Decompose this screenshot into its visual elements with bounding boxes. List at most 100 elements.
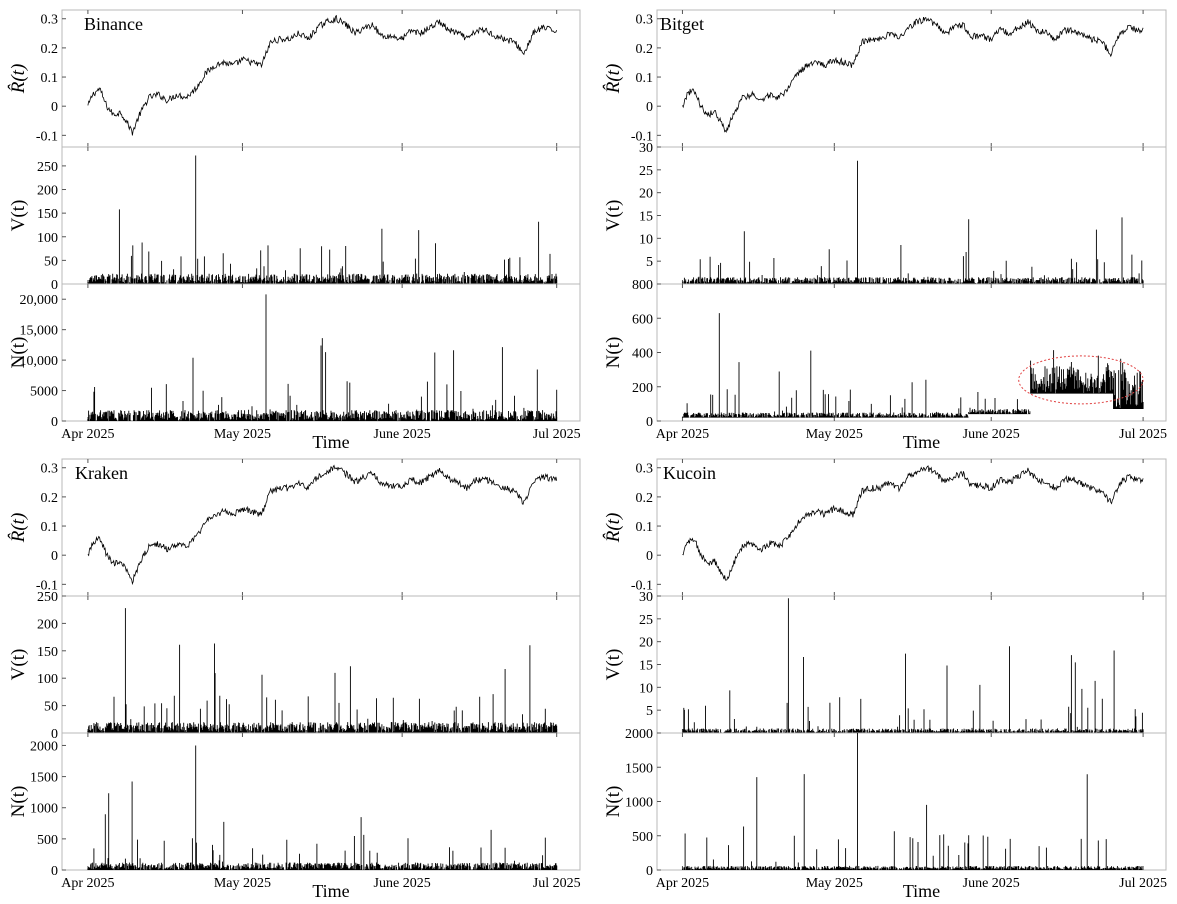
exchange-title: Kucoin xyxy=(663,463,716,483)
y-tick-label: 100 xyxy=(37,231,58,246)
y-tick-label: 1500 xyxy=(625,761,653,776)
panel-frame xyxy=(61,146,581,285)
volume-series-spikes xyxy=(87,608,558,733)
y-tick-label: 0.3 xyxy=(41,462,59,477)
y-tick-label: 10 xyxy=(639,232,653,247)
y-tick-label: 0.3 xyxy=(41,13,59,28)
y-tick-label: 0.2 xyxy=(41,491,59,506)
y-tick-label: 25 xyxy=(639,613,653,628)
chart-binance: -0.1 0 0.1 0.2 0.3 R̂(t) 0 50 100 150 200 250 V(t) 0 5… xyxy=(8,9,581,452)
y-tick-label: 250 xyxy=(37,590,58,605)
y-tick-label: 0 xyxy=(51,864,58,879)
y-tick-label: 500 xyxy=(632,830,653,845)
regime-highlight-ellipse xyxy=(1018,355,1144,405)
x-axis-label: Time xyxy=(312,881,349,901)
x-tick-label: Jul 2025 xyxy=(533,876,581,891)
y-tick-label: 0 xyxy=(51,100,58,115)
x-tick-label: June 2025 xyxy=(374,876,431,891)
y-tick-label: 200 xyxy=(37,617,58,632)
y-tick-label: -0.1 xyxy=(36,129,58,144)
panel-frame xyxy=(656,595,1167,734)
x-tick-label: June 2025 xyxy=(963,876,1020,891)
y-tick-label: 0 xyxy=(51,549,58,564)
y-axis-label: N(t) xyxy=(603,337,624,369)
panel-frame xyxy=(656,9,1167,148)
y-tick-label: 400 xyxy=(632,347,653,362)
exchange-title: Kraken xyxy=(75,463,128,483)
y-tick-label: 100 xyxy=(37,672,58,687)
y-tick-label: 20,000 xyxy=(20,293,59,308)
return-series-line xyxy=(87,14,558,136)
y-tick-label: 0 xyxy=(646,100,653,115)
y-tick-label: 0.2 xyxy=(636,42,654,57)
return-series-line xyxy=(682,465,1144,581)
y-tick-label: 0.2 xyxy=(41,42,59,57)
y-tick-label: 5000 xyxy=(30,385,58,400)
panel-frame xyxy=(656,458,1167,597)
x-tick-label: June 2025 xyxy=(374,427,431,442)
panel-frame xyxy=(656,283,1167,422)
volume-series-spikes xyxy=(682,598,1144,733)
y-axis-label: R̂(t) xyxy=(603,64,624,95)
x-tick-label: Apr 2025 xyxy=(656,427,709,442)
return-series-line xyxy=(87,464,558,586)
y-axis-label: R̂(t) xyxy=(603,513,624,544)
y-tick-label: 2000 xyxy=(30,739,58,754)
x-tick-label: May 2025 xyxy=(214,427,271,442)
panel-frame xyxy=(656,146,1167,285)
y-tick-label: 0 xyxy=(51,727,58,742)
y-tick-label: 0.1 xyxy=(636,520,654,535)
y-tick-label: 10 xyxy=(639,681,653,696)
x-tick-label: June 2025 xyxy=(963,427,1020,442)
exchange-title: Bitget xyxy=(660,14,704,34)
trades-series-spikes xyxy=(682,733,1144,870)
y-tick-label: 5 xyxy=(646,704,653,719)
x-tick-label: May 2025 xyxy=(806,876,863,891)
y-tick-label: 0.1 xyxy=(41,520,59,535)
panel-frame xyxy=(61,732,581,871)
y-axis-label: N(t) xyxy=(8,786,29,818)
panel-frame xyxy=(656,732,1167,871)
y-axis-label: R̂(t) xyxy=(8,64,29,95)
volume-series-spikes xyxy=(87,155,558,284)
x-tick-label: Jul 2025 xyxy=(1119,876,1167,891)
y-tick-label: 0.1 xyxy=(636,71,654,86)
panel-frame xyxy=(61,458,581,597)
y-tick-label: 0 xyxy=(51,278,58,293)
x-tick-label: May 2025 xyxy=(806,427,863,442)
y-tick-label: 150 xyxy=(37,207,58,222)
y-tick-label: 10,000 xyxy=(20,354,59,369)
y-tick-label: 150 xyxy=(37,645,58,660)
y-tick-label: -0.1 xyxy=(631,129,653,144)
y-tick-label: 600 xyxy=(632,312,653,327)
x-tick-label: Jul 2025 xyxy=(1119,427,1167,442)
y-tick-label: 0.3 xyxy=(636,462,654,477)
y-tick-label: 5 xyxy=(646,255,653,270)
x-axis-label: Time xyxy=(903,881,940,901)
y-tick-label: -0.1 xyxy=(631,578,653,593)
y-axis-label: R̂(t) xyxy=(8,513,29,544)
y-tick-label: 30 xyxy=(639,141,653,156)
y-tick-label: 30 xyxy=(639,590,653,605)
trades-series-spikes xyxy=(87,294,558,421)
chart-bitget: -0.1 0 0.1 0.2 0.3 R̂(t) 5 10 15 20 25 30 V(t) 0 200 40… xyxy=(603,9,1167,452)
y-axis-label: V(t) xyxy=(8,200,29,232)
y-tick-label: 0 xyxy=(646,415,653,430)
x-axis-label: Time xyxy=(903,432,940,452)
y-axis-label: N(t) xyxy=(8,337,29,369)
y-tick-label: 15 xyxy=(639,210,653,225)
y-axis-label: V(t) xyxy=(8,649,29,681)
panel-frame xyxy=(61,595,581,734)
x-tick-label: Apr 2025 xyxy=(61,427,114,442)
trades-series-spikes xyxy=(682,313,1144,418)
y-axis-label: N(t) xyxy=(603,786,624,818)
return-series-line xyxy=(682,17,1144,133)
x-axis-label: Time xyxy=(312,432,349,452)
y-tick-label: 200 xyxy=(37,184,58,199)
y-tick-label: 0.3 xyxy=(636,13,654,28)
x-tick-label: Jul 2025 xyxy=(533,427,581,442)
exchange-title: Binance xyxy=(84,14,143,34)
y-tick-label: 20 xyxy=(639,636,653,651)
y-tick-label: -0.1 xyxy=(36,578,58,593)
